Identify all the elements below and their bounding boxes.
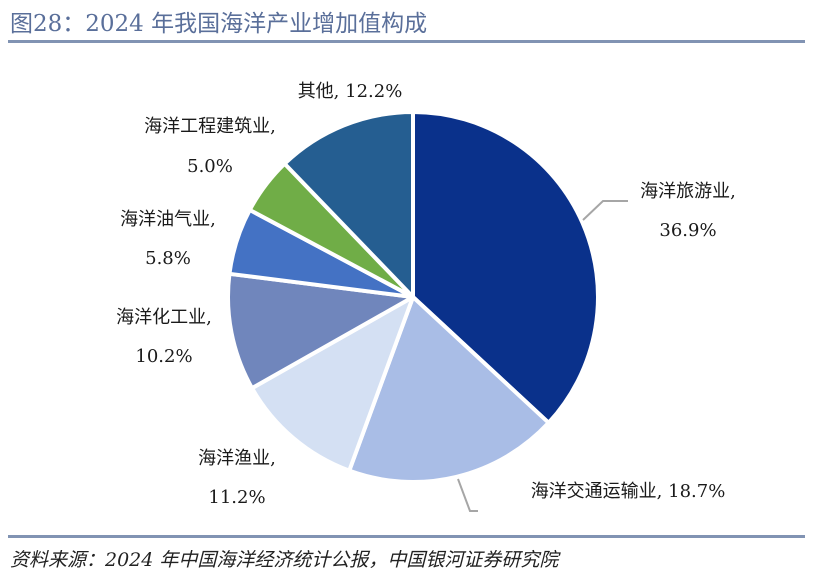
slice-label: 海洋化工业, [116,307,212,328]
slice-label: 海洋工程建筑业, [144,116,276,137]
slice-label: 海洋交通运输业, 18.7% [531,481,726,502]
slice-label: 海洋油气业, [120,209,216,230]
slice-label: 5.0% [187,156,233,177]
slice-label: 36.9% [659,220,716,241]
pie-slice [411,110,600,425]
slice-label: 海洋旅游业, [640,181,736,202]
slice-label: 11.2% [208,487,265,508]
leader-line [582,200,628,221]
pie-slice [282,110,415,299]
pie-slice [250,295,415,473]
slice-label: 10.2% [135,346,192,367]
bottom-rule [8,535,805,538]
slice-label: 5.8% [145,248,191,269]
pie-slice [226,271,415,391]
pie-slice [347,295,551,485]
top-rule [8,40,805,43]
slice-label: 其他, 12.2% [298,81,403,102]
leader-line [457,478,478,512]
chart-title: 图28：2024 年我国海洋产业增加值构成 [10,11,428,37]
source-note: 资料来源：2024 年中国海洋经济统计公报，中国银河证券研究院 [10,549,559,571]
slice-label: 海洋渔业, [198,448,276,469]
